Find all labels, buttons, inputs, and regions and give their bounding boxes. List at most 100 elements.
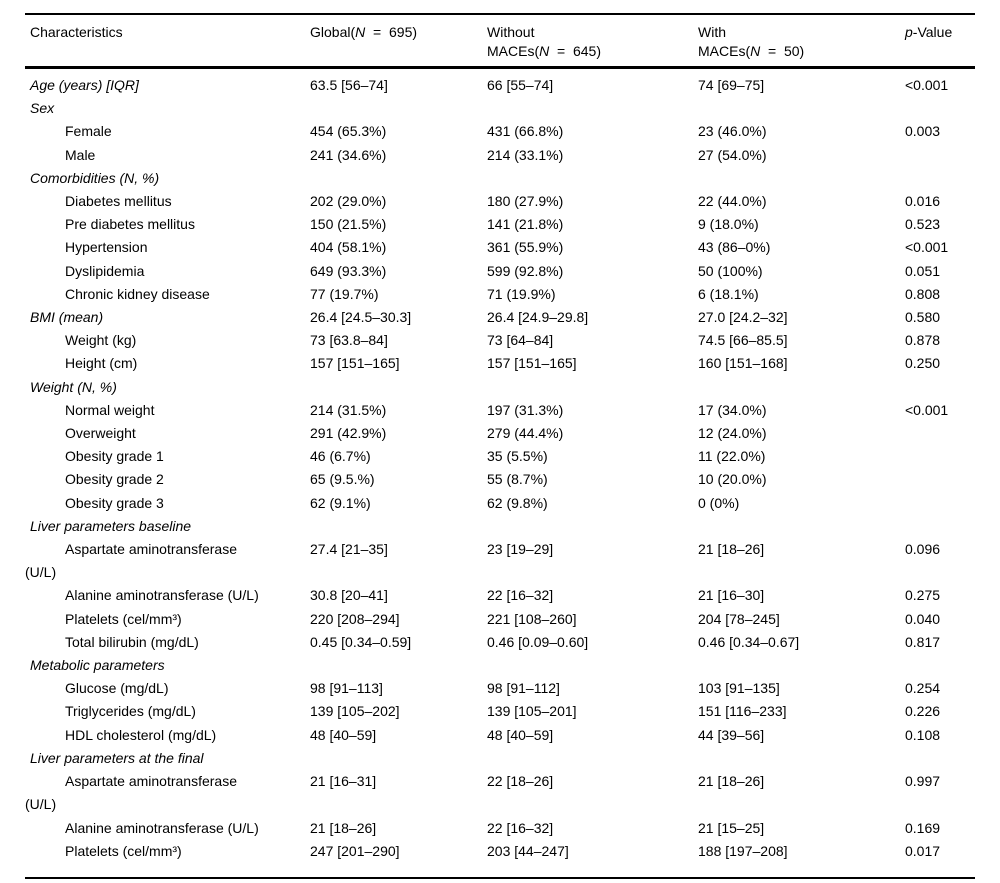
table-row: Liver parameters at the final (25, 747, 975, 770)
row-label: Female (65, 123, 112, 140)
cell-p-value: 0.817 (905, 633, 941, 650)
cell-global: 157 [151–165] (310, 355, 400, 372)
row-label: Normal weight (65, 401, 155, 418)
row-label: Platelets (cel/mm³) (65, 610, 182, 627)
cell-global: 291 (42.9%) (310, 425, 387, 442)
cell-with-maces: 17 (34.0%) (698, 401, 767, 418)
cell-with-maces: 74.5 [66–85.5] (698, 332, 788, 349)
row-label: Height (cm) (65, 355, 138, 372)
cell-without-maces: 26.4 [24.9–29.8] (487, 309, 589, 326)
cell-without-maces: 98 [91–112] (487, 680, 560, 697)
cell-with-maces: 103 [91–135] (698, 680, 780, 697)
table-row: Hypertension 404 (58.1%) 361 (55.9%) 43 (86… (25, 236, 975, 259)
table-row: Chronic kidney disease 77 (19.7%) 71 (19.9… (25, 283, 975, 306)
row-label: Aspartate aminotransferase (U/L) (25, 770, 310, 816)
row-label: Obesity grade 3 (65, 494, 164, 511)
table-row: Platelets (cel/mm³) 220 [208–294] 221 [108… (25, 608, 975, 631)
column-header-with-maces: With MACEs(N = 50) (698, 24, 805, 59)
cell-with-maces: 160 [151–168] (698, 355, 788, 372)
row-label: Aspartate aminotransferase (U/L) (25, 538, 310, 584)
row-label: Weight (N, %) (30, 378, 117, 395)
cell-p-value: 0.040 (905, 610, 941, 627)
table-row: Comorbidities (N, %) (25, 167, 975, 190)
table-row: BMI (mean) 26.4 [24.5–30.3] 26.4 [24.9–29.… (25, 306, 975, 329)
table-row: Height (cm) 157 [151–165] 157 [151–165] 160… (25, 352, 975, 375)
table-row: Aspartate aminotransferase (U/L) 21 [16–31… (25, 770, 975, 816)
cell-with-maces: 188 [197–208] (698, 842, 788, 859)
row-label: Liver parameters at the final (30, 749, 204, 766)
cell-p-value: 0.997 (905, 773, 941, 790)
cell-p-value: 0.580 (905, 309, 941, 326)
cell-with-maces: 12 (24.0%) (698, 425, 767, 442)
table-row: Liver parameters baseline (25, 515, 975, 538)
row-label: Hypertension (65, 239, 148, 256)
table-row: Total bilirubin (mg/dL) 0.45 [0.34–0.59] 0… (25, 631, 975, 654)
row-label: Triglycerides (mg/dL) (65, 703, 196, 720)
cell-p-value: <0.001 (905, 239, 949, 256)
table-row: Weight (N, %) (25, 376, 975, 399)
table-row: Pre diabetes mellitus 150 (21.5%) 141 (21.… (25, 213, 975, 236)
cell-without-maces: 180 (27.9%) (487, 193, 564, 210)
row-label: Comorbidities (N, %) (30, 169, 160, 186)
cell-with-maces: 74 [69–75] (698, 77, 765, 93)
cell-global: 21 [16–31] (310, 773, 377, 790)
cell-p-value: <0.001 (905, 401, 949, 418)
cell-global: 65 (9.5.%) (310, 471, 375, 488)
row-label: Obesity grade 2 (65, 471, 164, 488)
cell-global: 202 (29.0%) (310, 193, 387, 210)
cell-p-value: 0.169 (905, 819, 941, 836)
cell-p-value: 0.808 (905, 285, 941, 302)
table-row: Normal weight 214 (31.5%) 197 (31.3%) 17 (3… (25, 399, 975, 422)
row-label: Diabetes mellitus (65, 193, 172, 210)
table-row: Obesity grade 2 65 (9.5.%) 55 (8.7%) 10 (20… (25, 468, 975, 491)
row-label: Liver parameters baseline (30, 517, 192, 534)
row-label: Alanine aminotransferase (U/L) (65, 819, 259, 836)
row-label: Overweight (65, 425, 136, 442)
cell-without-maces: 214 (33.1%) (487, 146, 564, 163)
cell-global: 220 [208–294] (310, 610, 400, 627)
table-row: Female 454 (65.3%) 431 (66.8%) 23 (46.0%) 0.… (25, 120, 975, 143)
cell-p-value: 0.017 (905, 842, 941, 859)
cell-global: 30.8 [20–41] (310, 587, 388, 604)
cell-without-maces: 62 (9.8%) (487, 494, 548, 511)
cell-with-maces: 151 [116–233] (698, 703, 787, 720)
cell-without-maces: 22 [16–32] (487, 819, 554, 836)
row-label: Glucose (mg/dL) (65, 680, 169, 697)
cell-without-maces: 23 [19–29] (487, 541, 554, 558)
cell-global: 241 (34.6%) (310, 146, 387, 163)
cell-with-maces: 21 [18–26] (698, 541, 765, 558)
cell-p-value: 0.003 (905, 123, 941, 140)
row-label: Obesity grade 1 (65, 448, 164, 465)
cell-without-maces: 139 [105–201] (487, 703, 577, 720)
row-label: Total bilirubin (mg/dL) (65, 633, 199, 650)
cell-without-maces: 22 [16–32] (487, 587, 554, 604)
table-row: Aspartate aminotransferase (U/L) 27.4 [21–… (25, 538, 975, 584)
cell-without-maces: 431 (66.8%) (487, 123, 564, 140)
cell-p-value: 0.016 (905, 193, 941, 210)
cell-without-maces: 66 [55–74] (487, 77, 554, 93)
cell-global: 63.5 [56–74] (310, 77, 388, 93)
cell-without-maces: 197 (31.3%) (487, 401, 564, 418)
row-label: Male (65, 146, 96, 163)
cell-p-value: 0.051 (905, 262, 941, 279)
cell-with-maces: 50 (100%) (698, 262, 763, 279)
row-label: Chronic kidney disease (65, 285, 210, 302)
cell-with-maces: 43 (86–0%) (698, 239, 771, 256)
cell-without-maces: 141 (21.8%) (487, 216, 564, 233)
table-row: Obesity grade 3 62 (9.1%) 62 (9.8%) 0 (0%) (25, 492, 975, 515)
table-row: Alanine aminotransferase (U/L) 21 [18–26]… (25, 817, 975, 840)
cell-without-maces: 279 (44.4%) (487, 425, 564, 442)
cell-with-maces: 23 (46.0%) (698, 123, 767, 140)
cell-without-maces: 221 [108–260] (487, 610, 577, 627)
cell-global: 21 [18–26] (310, 819, 377, 836)
cell-global: 404 (58.1%) (310, 239, 387, 256)
table-row: Diabetes mellitus 202 (29.0%) 180 (27.9%) 2… (25, 190, 975, 213)
column-header-global: Global(N = 695) (310, 24, 418, 40)
table-row: Triglycerides (mg/dL) 139 [105–202] 139 [1… (25, 700, 975, 723)
table-row: Alanine aminotransferase (U/L) 30.8 [20–4… (25, 584, 975, 607)
cell-without-maces: 55 (8.7%) (487, 471, 548, 488)
cell-global: 98 [91–113] (310, 680, 383, 697)
cell-with-maces: 10 (20.0%) (698, 471, 767, 488)
cell-p-value: 0.523 (905, 216, 941, 233)
cell-p-value: 0.878 (905, 332, 941, 349)
